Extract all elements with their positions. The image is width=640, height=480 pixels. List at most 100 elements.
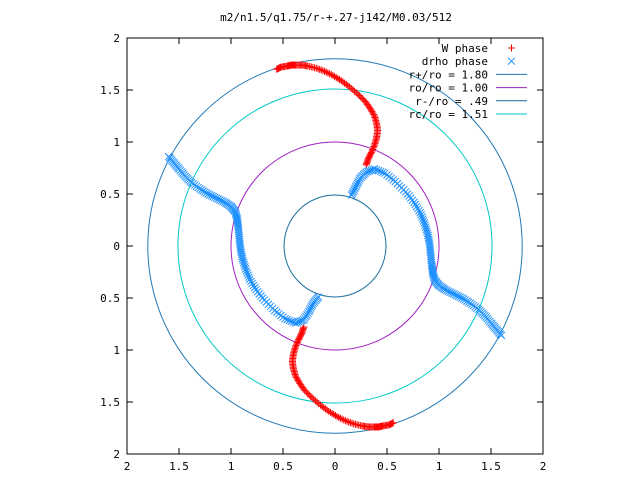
point-0-148 — [346, 419, 354, 427]
point-1-182 — [421, 221, 429, 230]
point-0-221 — [300, 323, 308, 331]
legend-label-5: rc/ro = 1.51 — [409, 108, 488, 121]
point-0-59 — [352, 89, 360, 97]
y-tick-label-1: 1.5 — [100, 396, 120, 409]
point-0-146 — [350, 420, 358, 428]
point-1-54 — [232, 213, 241, 222]
point-1-151 — [370, 165, 379, 173]
point-0-185 — [292, 373, 300, 381]
circle-1 — [230, 141, 440, 351]
point-0-208 — [293, 340, 301, 348]
point-0-73 — [369, 109, 377, 117]
point-0-57 — [349, 86, 357, 94]
point-1-206 — [428, 269, 437, 277]
legend-label-2: r+/ro = 1.80 — [409, 68, 488, 81]
x-tick-label-1: 1.5 — [169, 460, 189, 473]
point-1-76 — [239, 256, 247, 265]
point-0-38 — [317, 66, 325, 74]
point-1-154 — [376, 167, 385, 176]
point-1-181 — [420, 219, 429, 227]
point-1-88 — [249, 281, 258, 290]
legend-label-3: ro/ro = 1.00 — [409, 82, 488, 95]
point-1-174 — [413, 204, 422, 213]
point-0-62 — [357, 93, 365, 101]
point-1-89 — [250, 283, 259, 292]
point-1-84 — [245, 273, 253, 282]
point-0-167 — [315, 400, 323, 408]
point-0-42 — [324, 69, 332, 77]
point-1-173 — [412, 202, 421, 211]
point-1-77 — [239, 258, 248, 267]
point-1-172 — [411, 200, 420, 209]
point-0-95 — [371, 141, 379, 149]
axis-ticks: 2 1.5 1 0.5 0 0.5 1 1.5 221.510.500.511.52 — [100, 32, 546, 473]
point-0-153 — [338, 415, 346, 423]
point-0-171 — [308, 394, 316, 402]
point-0-71 — [367, 106, 375, 114]
point-1-207 — [429, 270, 438, 279]
point-0-56 — [347, 84, 355, 92]
point-0-70 — [366, 105, 374, 113]
point-0-152 — [340, 416, 348, 424]
point-0-170 — [310, 395, 318, 403]
y-tick-label-0: 2 — [113, 448, 120, 461]
point-1-81 — [242, 267, 251, 275]
series-0 — [273, 61, 397, 431]
point-1-210 — [430, 275, 439, 283]
point-1-209 — [430, 273, 438, 282]
x-tick-label-0: 2 — [124, 460, 131, 473]
point-0-74 — [370, 111, 378, 119]
y-tick-label-8: 2 — [113, 32, 120, 45]
point-0-36 — [314, 65, 322, 73]
legend-label-1: drho phase — [422, 55, 488, 68]
point-0-182 — [295, 378, 303, 386]
legend-label-4: r-/ro = .49 — [415, 95, 488, 108]
point-0-43 — [326, 70, 334, 78]
x-tick-label-7: 1.5 — [481, 460, 501, 473]
point-1-178 — [418, 213, 426, 221]
x-tick-label-2: 1 — [228, 460, 235, 473]
x-tick-label-5: 0.5 — [377, 460, 397, 473]
point-0-169 — [311, 397, 319, 405]
point-1-183 — [421, 223, 430, 232]
point-1-80 — [241, 265, 250, 273]
point-1-78 — [240, 260, 249, 269]
y-tick-label-7: 1.5 — [100, 84, 120, 97]
point-0-110 — [362, 161, 370, 169]
point-1-208 — [429, 272, 438, 280]
circle-3 — [177, 88, 493, 404]
point-1-75 — [238, 254, 247, 263]
point-1-52 — [232, 210, 240, 219]
series-1 — [164, 152, 506, 340]
point-1-130 — [314, 293, 323, 301]
point-1-85 — [245, 275, 254, 284]
point-0-174 — [304, 389, 312, 397]
point-1-53 — [232, 212, 241, 220]
point-1-180 — [419, 217, 428, 225]
y-tick-label-4: 0 — [113, 240, 120, 253]
point-1-204 — [428, 265, 437, 274]
point-0-173 — [305, 391, 313, 399]
y-tick-label-3: 0.5 — [100, 292, 120, 305]
x-tick-label-3: 0.5 — [273, 460, 293, 473]
point-1-50 — [231, 207, 240, 216]
point-1-184 — [422, 225, 431, 234]
y-tick-label-6: 1 — [113, 136, 120, 149]
point-0-37 — [316, 65, 324, 73]
point-0-39 — [319, 67, 327, 75]
circle-2 — [283, 194, 387, 298]
point-0-166 — [316, 401, 324, 409]
point-1-153 — [374, 166, 383, 175]
circle-0 — [147, 58, 523, 434]
point-0-40 — [321, 67, 329, 75]
point-0-55 — [346, 83, 354, 91]
point-1-175 — [415, 206, 423, 215]
x-tick-label-4: 0 — [332, 460, 339, 473]
y-tick-label-5: 0.5 — [100, 188, 120, 201]
x-tick-label-8: 2 — [540, 460, 547, 473]
point-0-183 — [294, 376, 302, 384]
y-tick-label-2: 1 — [113, 344, 120, 357]
point-0-147 — [348, 419, 356, 427]
point-1-152 — [372, 166, 381, 174]
